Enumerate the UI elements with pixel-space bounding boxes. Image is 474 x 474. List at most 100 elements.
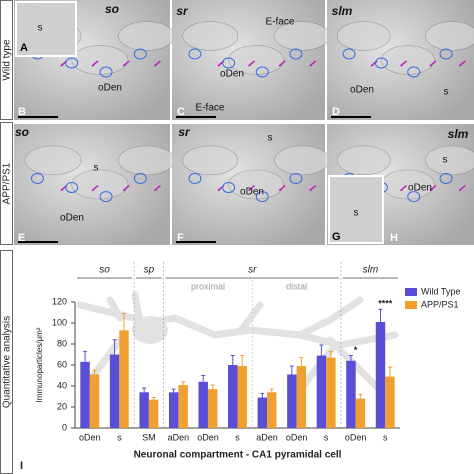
region-label: slm — [332, 4, 353, 18]
membrane-fold — [425, 21, 474, 51]
error-bar — [348, 355, 353, 361]
arrow — [429, 184, 437, 192]
gold-particle-circle — [99, 191, 113, 203]
gold-particle-circle — [439, 172, 453, 184]
bar — [316, 355, 327, 428]
arrow — [122, 60, 130, 67]
y-tick-label: 0 — [62, 422, 67, 432]
membrane-fold — [336, 145, 391, 176]
arrow — [153, 60, 161, 67]
arrow — [91, 60, 99, 67]
subgroup-label: proximal — [191, 281, 225, 291]
structure-label: E-face — [196, 103, 225, 114]
y-tick-label: 120 — [52, 296, 67, 306]
membrane-fold — [71, 169, 129, 200]
membrane-fold — [182, 21, 239, 51]
arrow — [122, 184, 130, 192]
error-bar — [260, 392, 265, 398]
region-label: so — [15, 125, 29, 139]
error-bar — [142, 387, 147, 393]
error-bar — [299, 357, 304, 367]
error-bar — [83, 350, 88, 362]
arrow — [153, 184, 161, 192]
membrane-fold — [118, 145, 175, 176]
neuron-soma — [132, 316, 168, 344]
panel-letter: E — [18, 232, 25, 244]
panel-letter: C — [177, 106, 185, 118]
bar — [178, 384, 188, 428]
bar — [237, 366, 247, 428]
region-label: sr — [176, 4, 189, 18]
structure-label: s — [354, 208, 359, 219]
structure-label: s — [444, 87, 449, 98]
error-bar — [201, 375, 206, 382]
gold-particle-circle — [407, 66, 421, 78]
region-label: sr — [178, 125, 191, 139]
gold-particle-circle — [188, 48, 202, 60]
panel-letter: I — [20, 460, 23, 472]
significance: **** — [378, 299, 393, 309]
significance: * — [354, 345, 358, 355]
row-label: Wild type — [2, 39, 13, 81]
inset — [328, 175, 384, 244]
bar — [375, 321, 386, 428]
membrane-fold — [228, 45, 284, 75]
error-bar — [92, 369, 97, 375]
gold-particle-circle — [255, 191, 269, 203]
bar — [89, 374, 100, 428]
structure-label: oDen — [98, 83, 122, 94]
x-tick-label: oDen — [197, 432, 219, 442]
panel-letter: A — [20, 42, 28, 54]
gold-particle-circle — [133, 172, 147, 184]
legend-swatch — [405, 288, 417, 296]
row-label: APP/PS1 — [2, 162, 13, 204]
x-tick-label: aDen — [168, 432, 190, 442]
bar — [198, 381, 208, 428]
arrow — [309, 184, 317, 192]
error-bar — [269, 388, 274, 393]
bar — [109, 354, 120, 428]
x-tick-label: s — [324, 432, 329, 442]
gold-particle-circle — [99, 66, 113, 78]
group-label: so — [99, 265, 110, 276]
gold-particle-circle — [407, 191, 421, 203]
region-label: slm — [448, 127, 469, 141]
error-bar — [210, 384, 215, 390]
x-tick-label: s — [117, 432, 122, 442]
legend-label: Wild Type — [421, 286, 460, 296]
error-bar — [319, 344, 324, 356]
error-bar — [289, 365, 294, 375]
y-tick-label: 60 — [57, 359, 67, 369]
membrane-fold — [336, 21, 391, 51]
row-label-box — [0, 0, 13, 120]
gold-particle-circle — [133, 48, 147, 60]
arrow — [278, 184, 286, 192]
error-bar — [230, 355, 235, 365]
error-bar — [171, 388, 176, 393]
bar — [296, 366, 307, 428]
gold-particle-circle — [374, 57, 388, 69]
bar — [119, 330, 129, 428]
arrow — [370, 60, 378, 67]
gold-particle-circle — [255, 66, 269, 78]
arrow — [429, 60, 437, 67]
bar — [287, 374, 297, 428]
arrow — [400, 184, 407, 192]
group-label: sp — [144, 265, 155, 276]
error-bar — [122, 313, 127, 331]
bar — [207, 389, 218, 428]
y-tick-label: 20 — [57, 401, 67, 411]
arrow — [248, 184, 255, 192]
bar — [148, 399, 159, 428]
panel-letter: F — [177, 232, 184, 244]
bar — [326, 357, 336, 428]
panel-letter: D — [332, 106, 340, 118]
gold-particle-circle — [222, 182, 236, 194]
membrane-fold — [118, 21, 175, 51]
x-tick-label: oDen — [79, 432, 101, 442]
error-bar — [181, 381, 186, 385]
error-bar — [151, 397, 156, 400]
arrow — [458, 184, 466, 192]
membrane-fold — [71, 45, 129, 75]
